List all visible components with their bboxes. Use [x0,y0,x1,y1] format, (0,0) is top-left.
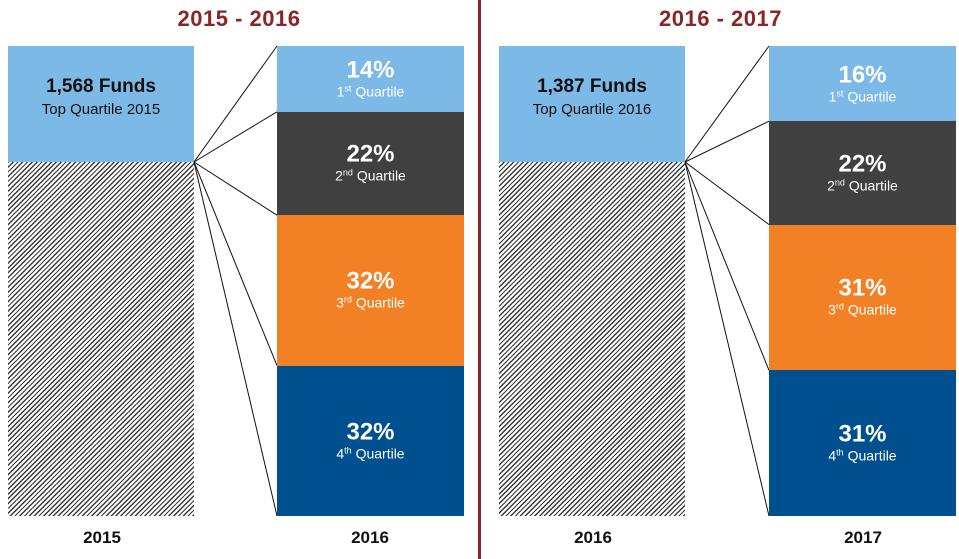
quartile-category-label: 3rd Quartile [336,294,405,311]
source-fund-count: 1,568 Funds [46,76,156,97]
quartile-value-label: 32% [346,267,395,295]
target-stacked-bar: 14% 1st Quartile 22% 2nd Quartile 32% 3rd Qua… [277,46,464,516]
quartile-segment-2: 22% 2nd Quartile [277,111,464,216]
quartile-value-label: 22% [346,140,395,168]
target-year-label: 2016 [351,528,389,547]
source-top-quartile: 1,387 Funds Top Quartile 2016 [499,46,685,162]
chart-panel-2016-2017: 2016 - 2017 1,387 Funds Top Quartile 201… [482,0,959,559]
quartile-category-label: 1st Quartile [828,88,897,105]
panel-divider [478,0,481,559]
connector-line [684,120,770,163]
quartile-category-label: 2nd Quartile [335,167,406,184]
quartile-category-label: 3rd Quartile [828,301,897,318]
quartile-segment-4: 32% 4th Quartile [277,365,464,516]
quartile-value-label: 16% [838,61,887,89]
connector-line [193,161,278,216]
quartile-segment-3: 32% 3rd Quartile [277,215,464,366]
connector-lines [684,45,770,517]
quartile-category-label: 2nd Quartile [827,177,898,194]
quartile-category-label: 1st Quartile [336,83,405,100]
source-bar: 1,387 Funds Top Quartile 2016 [499,46,685,516]
target-stacked-bar: 16% 1st Quartile 22% 2nd Quartile 31% 3rd Qua… [769,46,956,516]
quartile-value-label: 32% [346,418,395,446]
chart-title: 2016 - 2017 [659,6,782,31]
quartile-value-label: 22% [838,150,887,178]
quartile-segment-3: 31% 3rd Quartile [769,224,956,371]
quartile-category-label: 4th Quartile [828,447,897,464]
connector-line [684,45,770,163]
quartile-segment-1: 16% 1st Quartile [769,46,956,122]
connector-line [193,45,278,163]
source-fund-count: 1,387 Funds [537,76,647,97]
connector-line [193,161,278,517]
connector-line [684,161,770,226]
quartile-segment-2: 22% 2nd Quartile [769,121,956,225]
quartile-value-label: 31% [838,274,887,302]
quartile-category-label: 4th Quartile [336,445,405,462]
connector-line [684,161,770,517]
source-sub-label: Top Quartile 2016 [532,101,652,118]
source-sub-label: Top Quartile 2015 [41,101,161,118]
connector-lines [193,45,278,517]
quartile-value-label: 31% [838,420,887,448]
connector-line [684,161,770,371]
source-year-label: 2015 [83,528,121,547]
connector-line [193,111,278,163]
chart-panel-2015-2016: 2015 - 2016 1,568 Funds Top Quartile 201… [0,0,478,559]
target-year-label: 2017 [844,528,882,547]
quartile-value-label: 14% [346,56,395,84]
quartile-segment-1: 14% 1st Quartile [277,46,464,112]
quartile-segment-4: 31% 4th Quartile [769,370,956,516]
source-top-quartile: 1,568 Funds Top Quartile 2015 [8,46,194,162]
source-year-label: 2016 [574,528,612,547]
chart-title: 2015 - 2016 [177,6,301,31]
source-bar: 1,568 Funds Top Quartile 2015 [8,46,194,516]
connector-line [193,161,278,366]
